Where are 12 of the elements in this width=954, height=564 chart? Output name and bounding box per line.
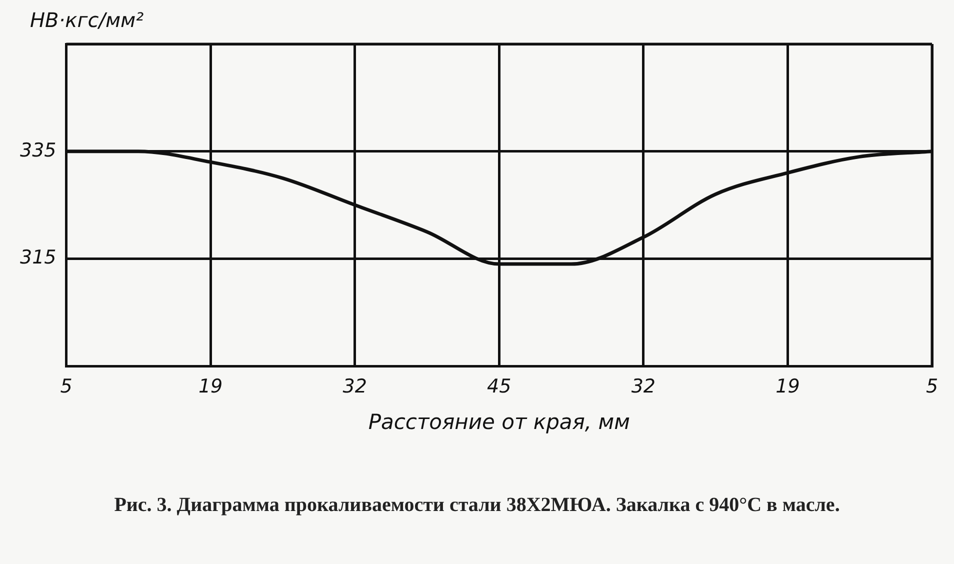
x-tick-label: 19 <box>776 375 800 398</box>
x-tick-label: 45 <box>487 375 512 398</box>
x-tick-label: 19 <box>198 375 223 398</box>
x-tick-label: 32 <box>631 375 656 398</box>
x-tick-label: 5 <box>926 375 938 398</box>
text: Рис. 3. Диаграмма прокаливаемости стали 38Х2МЮА. Закалка с 940°С в масле. <box>113 493 841 518</box>
x-tick-label: 5 <box>60 375 72 398</box>
x-tick-label: 32 <box>342 375 367 398</box>
y-tick-label: 335 <box>20 139 56 162</box>
y-axis-title: НВ·кгс/мм² <box>30 8 144 32</box>
y-tick-label: 315 <box>20 246 56 269</box>
x-axis-title: Расстояние от края, мм <box>368 410 630 434</box>
